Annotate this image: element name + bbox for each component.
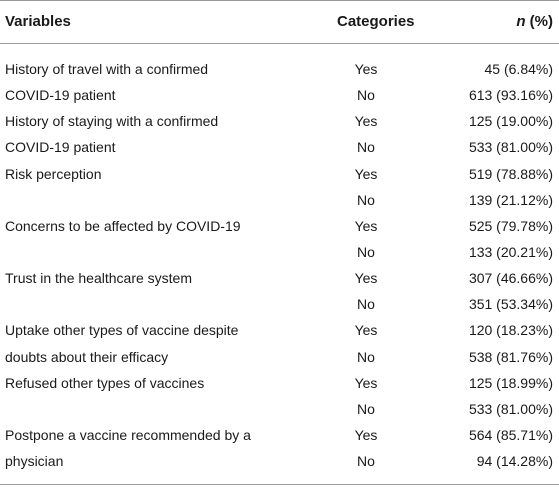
count-cell: 351 (53.34%) — [468, 296, 553, 313]
variable-cell: doubts about their efficacy — [5, 348, 169, 365]
variable-cell: History of travel with a confirmed — [5, 61, 209, 77]
count-cell: 519 (78.88%) — [468, 165, 553, 182]
table-row: No 351 (53.34%) — [0, 291, 559, 317]
count-cell: 94 (14.28%) — [476, 453, 553, 470]
count-cell: 133 (20.21%) — [468, 243, 553, 260]
category-cell: No — [357, 348, 375, 365]
count-cell: 525 (79.78%) — [468, 217, 553, 234]
count-cell: 120 (18.23%) — [468, 322, 553, 339]
category-cell: Yes — [354, 374, 378, 391]
header-n-percent: n (%) — [516, 13, 553, 31]
count-cell: 307 (46.66%) — [468, 270, 553, 287]
count-cell: 139 (21.12%) — [468, 191, 553, 208]
category-cell: No — [357, 243, 375, 260]
variable-cell: Trust in the healthcare system — [5, 270, 193, 287]
category-cell: No — [357, 453, 375, 470]
variable-cell: physician — [5, 453, 64, 470]
table-row: No 533 (81.00%) — [0, 396, 559, 422]
variable-cell: Refused other types of vaccines — [5, 374, 205, 391]
category-cell: Yes — [354, 61, 378, 77]
category-cell: Yes — [354, 426, 378, 443]
category-cell: No — [357, 191, 375, 208]
table-row: History of staying with a confirmed Yes … — [0, 108, 559, 134]
table-row: Concerns to be affected by COVID-19 Yes … — [0, 213, 559, 239]
count-cell: 125 (18.99%) — [468, 374, 553, 391]
table-row: Refused other types of vaccines Yes 125 … — [0, 370, 559, 396]
count-cell: 564 (85.71%) — [468, 426, 553, 443]
table-row: No 139 (21.12%) — [0, 187, 559, 213]
category-cell: Yes — [354, 217, 378, 234]
category-cell: Yes — [354, 165, 378, 182]
variable-cell: Uptake other types of vaccine despite — [5, 322, 239, 339]
table-row: Uptake other types of vaccine despite Ye… — [0, 317, 559, 343]
variable-cell: COVID-19 patient — [5, 139, 116, 156]
count-cell: 533 (81.00%) — [468, 139, 553, 156]
variable-cell: COVID-19 patient — [5, 87, 116, 104]
table-row: COVID-19 patient No 533 (81.00%) — [0, 134, 559, 160]
variable-cell: Risk perception — [5, 165, 102, 182]
count-cell: 533 (81.00%) — [468, 400, 553, 417]
variable-cell: Concerns to be affected by COVID-19 — [5, 217, 241, 234]
header-n-italic: n — [516, 13, 526, 30]
table-row: Trust in the healthcare system Yes 307 (… — [0, 265, 559, 291]
header-variables: Variables — [5, 13, 71, 30]
table-row: Risk perception Yes 519 (78.88%) — [0, 161, 559, 187]
variable-cell: History of staying with a confirmed — [5, 113, 219, 130]
table-header: Variables Categories n (%) — [0, 0, 559, 44]
table-row: History of travel with a confirmed Yes 4… — [0, 56, 559, 82]
table-row: physician No 94 (14.28%) — [0, 448, 559, 474]
category-cell: No — [357, 400, 375, 417]
category-cell: Yes — [354, 322, 378, 339]
table-row: Postpone a vaccine recommended by a Yes … — [0, 422, 559, 448]
count-cell: 45 (6.84%) — [484, 61, 553, 77]
header-n-suffix: (%) — [525, 13, 553, 30]
table-row: doubts about their efficacy No 538 (81.7… — [0, 344, 559, 370]
category-cell: No — [357, 87, 375, 104]
table-bottom-rule — [0, 484, 559, 485]
table-body: History of travel with a confirmed Yes 4… — [0, 56, 559, 474]
category-cell: Yes — [354, 113, 378, 130]
count-cell: 538 (81.76%) — [468, 348, 553, 365]
count-cell: 125 (19.00%) — [468, 113, 553, 130]
category-cell: Yes — [354, 270, 378, 287]
header-categories: Categories — [337, 13, 415, 30]
table-row: No 133 (20.21%) — [0, 239, 559, 265]
table-row: COVID-19 patient No 613 (93.16%) — [0, 82, 559, 108]
category-cell: No — [357, 296, 375, 313]
count-cell: 613 (93.16%) — [468, 87, 553, 104]
variable-cell: Postpone a vaccine recommended by a — [5, 426, 251, 443]
category-cell: No — [357, 139, 375, 156]
